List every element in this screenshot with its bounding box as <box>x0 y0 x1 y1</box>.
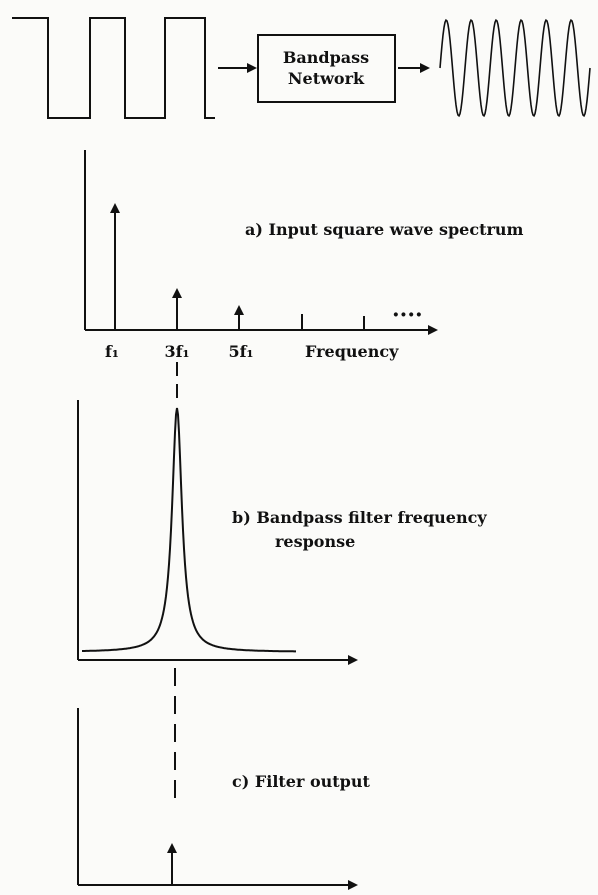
block-label: Network <box>288 69 365 88</box>
response-curve <box>82 407 296 653</box>
caption: b) Bandpass filter frequency <box>232 508 487 527</box>
freq-label: 3f₁ <box>164 342 189 361</box>
bandpass-block <box>257 34 396 103</box>
caption: c) Filter output <box>232 772 370 791</box>
freq-label: f₁ <box>105 342 119 361</box>
freq-label: 5f₁ <box>228 342 253 361</box>
square-wave <box>12 17 215 119</box>
caption: a) Input square wave spectrum <box>245 220 524 239</box>
caption: response <box>275 532 355 551</box>
ellipsis: ···· <box>392 302 423 328</box>
block-label: Bandpass <box>283 48 369 67</box>
sine-wave <box>439 18 591 118</box>
axis-label: Frequency <box>305 342 399 361</box>
